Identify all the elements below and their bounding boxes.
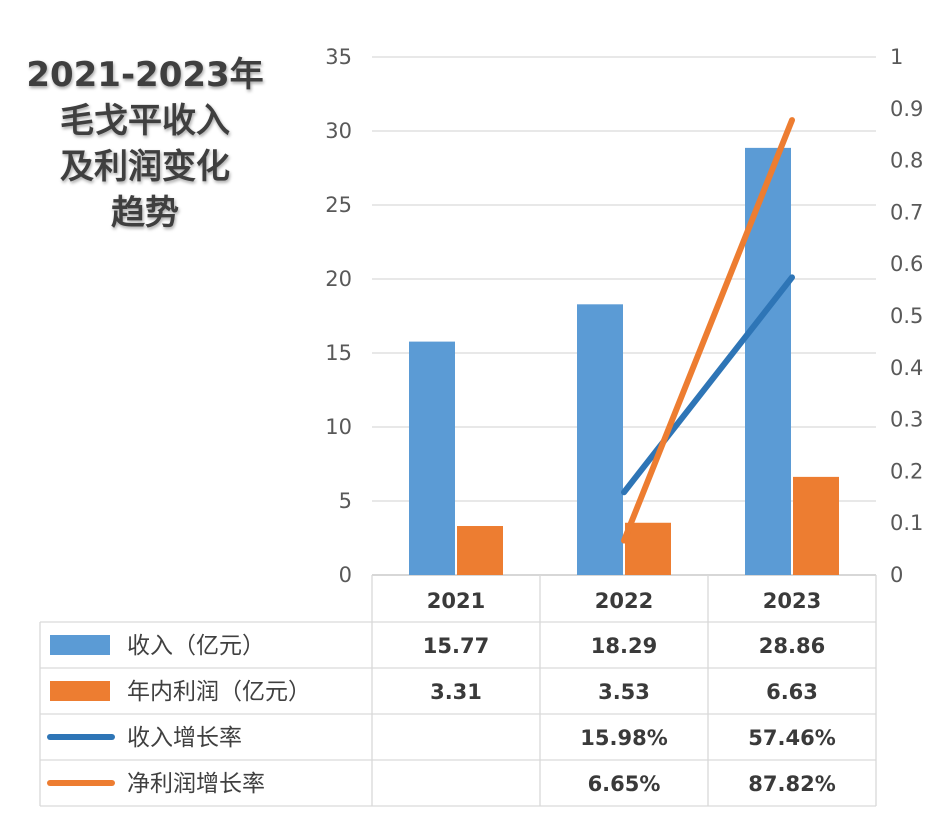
y-tick-label: 5 (339, 489, 352, 513)
y-tick-label: 10 (325, 415, 352, 439)
data-label: 6.63 (766, 680, 818, 704)
chart-title: 2021-2023年 毛戈平收入 及利润变化 趋势 (26, 55, 264, 233)
legend-key (50, 635, 110, 655)
category-label: 2022 (595, 589, 653, 613)
data-label: 3.31 (430, 680, 482, 704)
data-label: 28.86 (759, 634, 825, 658)
y2-tick-label: 0.3 (890, 408, 923, 432)
legend-label: 年内利润（亿元） (127, 679, 311, 705)
data-label: 3.53 (598, 680, 650, 704)
y-tick-label: 0 (339, 563, 352, 587)
data-label: 87.82% (748, 772, 835, 796)
right-axis-ticks: 0 0.1 0.2 0.3 0.4 0.5 0.6 0.7 0.8 0.9 1 (890, 45, 923, 587)
y2-tick-label: 0.8 (890, 149, 923, 173)
bar (793, 476, 839, 575)
category-label: 2021 (427, 589, 485, 613)
bar (457, 526, 503, 575)
y-tick-label: 20 (325, 267, 352, 291)
legend-key (50, 681, 110, 701)
category-label: 2023 (763, 589, 821, 613)
legend-label: 收入增长率 (127, 725, 242, 751)
y2-tick-label: 0.6 (890, 252, 923, 276)
series-line (621, 274, 795, 496)
growth-lines (621, 117, 795, 544)
data-label: 18.29 (591, 634, 657, 658)
y-tick-label: 15 (325, 341, 352, 365)
y2-tick-label: 0.5 (890, 304, 923, 328)
bar (745, 147, 791, 575)
y2-tick-label: 0.2 (890, 459, 923, 483)
y2-tick-label: 1 (890, 45, 903, 69)
y2-tick-label: 0.9 (890, 97, 923, 121)
y2-tick-label: 0.4 (890, 356, 923, 380)
bar (625, 522, 671, 575)
bars (409, 147, 839, 575)
gridlines (372, 56, 876, 576)
y2-tick-label: 0.1 (890, 511, 923, 535)
y-tick-label: 35 (325, 45, 352, 69)
data-label: 15.77 (423, 634, 489, 658)
data-label: 57.46% (748, 726, 835, 750)
y-tick-label: 30 (325, 119, 352, 143)
y-tick-label: 25 (325, 193, 352, 217)
legend-label: 收入（亿元） (127, 633, 265, 659)
y2-tick-label: 0.7 (890, 200, 923, 224)
data-table: 2021 2022 2023 收入（亿元） 15.77 18.29 28.86 年内利润（亿元… (39, 575, 877, 807)
left-axis-ticks: 0 5 10 15 20 25 30 35 (325, 45, 352, 587)
bar (577, 304, 623, 575)
y2-tick-label: 0 (890, 563, 903, 587)
data-label: 6.65% (588, 772, 661, 796)
legend-label: 净利润增长率 (127, 771, 265, 797)
data-label: 15.98% (580, 726, 667, 750)
series-line (621, 117, 795, 544)
bar (409, 341, 455, 575)
